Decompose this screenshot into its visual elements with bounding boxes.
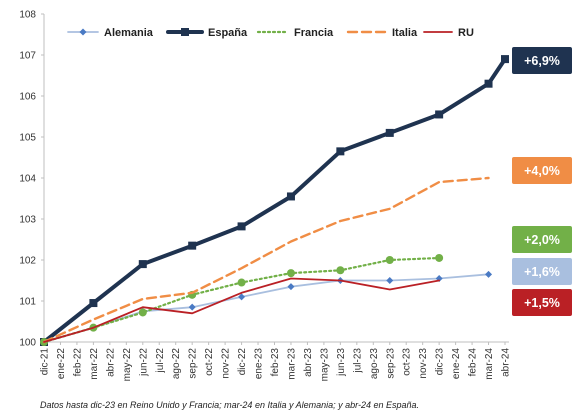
x-tick-label: ene-24 [451,348,462,380]
x-tick-label: abr-22 [105,348,116,377]
y-tick-label: 104 [19,174,36,185]
x-tick-label: dic-23 [435,348,446,376]
badge-label: +4,0% [524,164,560,178]
x-tick-label: may-23 [319,348,330,382]
legend-label: RU [458,27,474,39]
x-tick-label: jul-22 [155,348,166,374]
x-tick-label: sep-22 [188,348,199,379]
legend-label: España [208,27,248,39]
series-italia [42,176,490,344]
badge-box [512,289,572,316]
data-point [286,192,295,201]
badge-label: +1,6% [524,265,560,279]
y-tick-label: 101 [19,297,36,308]
x-tick-label: ago-22 [171,348,182,380]
badge-label: +1,5% [524,296,560,310]
data-point [237,278,246,287]
x-tick-label: may-22 [122,348,133,382]
series-line [42,176,490,344]
x-tick-label: mar-22 [89,348,100,380]
x-tick-label: nov-22 [221,348,232,379]
x-tick-label: abr-24 [501,348,512,377]
x-tick-label: jul-23 [352,348,363,374]
series-line [43,277,441,343]
badge-label: +6,9% [524,54,560,68]
x-tick-label: dic-21 [40,348,51,376]
legend-item-alemania: Alemania [67,27,154,39]
data-point [435,110,444,119]
x-tick-label: nov-23 [418,348,429,379]
legend-item-francia: Francia [256,27,334,39]
change-badge: +4,0% [512,157,572,184]
data-point [287,283,295,291]
data-point [485,270,493,278]
y-tick-label: 106 [19,92,36,103]
legend-marker [79,28,87,36]
x-tick-label: oct-23 [402,348,413,376]
x-tick-label: feb-23 [270,348,281,377]
data-point [336,147,345,156]
legend-item-italia: Italia [346,27,418,39]
x-tick-label: dic-22 [237,348,248,376]
x-tick-label: abr-23 [303,348,314,377]
badge-box [512,258,572,285]
data-point [386,277,394,284]
data-point [484,79,493,88]
y-tick-label: 105 [19,133,36,144]
badge-box [512,157,572,184]
legend-item-ru: RU [423,27,474,39]
data-point [336,266,345,275]
footnote: Datos hasta dic-23 en Reino Unido y Fran… [40,400,420,410]
legend: Alemania España Francia Italia RU [67,27,474,39]
x-tick-label: ago-23 [369,348,380,380]
badge-box [512,226,572,253]
series-ru [43,277,441,343]
series-alemania [40,270,493,346]
change-badges: +6,9% +4,0% +2,0% +1,6% +1,5% [512,47,572,316]
x-tick-label: ene-23 [254,348,265,380]
series-españa [40,55,509,346]
data-point [501,55,509,64]
data-point [385,128,394,137]
legend-item-españa: España [166,27,248,39]
y-tick-label: 107 [19,51,36,62]
data-point [286,269,295,278]
x-tick-label: sep-23 [385,348,396,379]
series-layer [40,55,509,346]
axes: 100 101 102 103 104 105 106 107 108 dic-21 ene-22 f… [19,10,511,382]
change-badge: +6,9% [512,47,572,74]
change-badge: +2,0% [512,226,572,253]
data-point [435,253,444,262]
y-tick-label: 100 [19,338,36,349]
series-line [42,57,507,344]
x-tick-label: ene-22 [56,348,67,380]
y-tick-label: 102 [19,256,36,267]
data-point [188,241,197,250]
x-tick-label: mar-24 [484,348,495,380]
x-tick-label: mar-23 [286,348,297,380]
data-point [138,260,147,269]
data-point [237,222,246,231]
x-tick-label: feb-24 [468,348,479,377]
x-tick-label: jun-22 [138,348,149,377]
data-point [138,308,147,317]
legend-label: Alemania [104,27,154,39]
x-tick-label: oct-22 [204,348,215,376]
data-point [238,293,246,301]
data-point [188,303,196,311]
legend-label: Francia [294,27,334,39]
badge-box [512,47,572,74]
change-badge: +1,5% [512,289,572,316]
badge-label: +2,0% [524,233,560,247]
legend-marker [181,28,189,36]
change-badge: +1,6% [512,258,572,285]
y-tick-label: 108 [19,10,36,21]
y-tick-label: 103 [19,215,36,226]
data-point [89,299,98,308]
x-tick-label: jun-23 [336,348,347,377]
data-point [385,256,394,264]
legend-label: Italia [392,27,418,39]
x-tick-label: feb-22 [72,348,83,377]
